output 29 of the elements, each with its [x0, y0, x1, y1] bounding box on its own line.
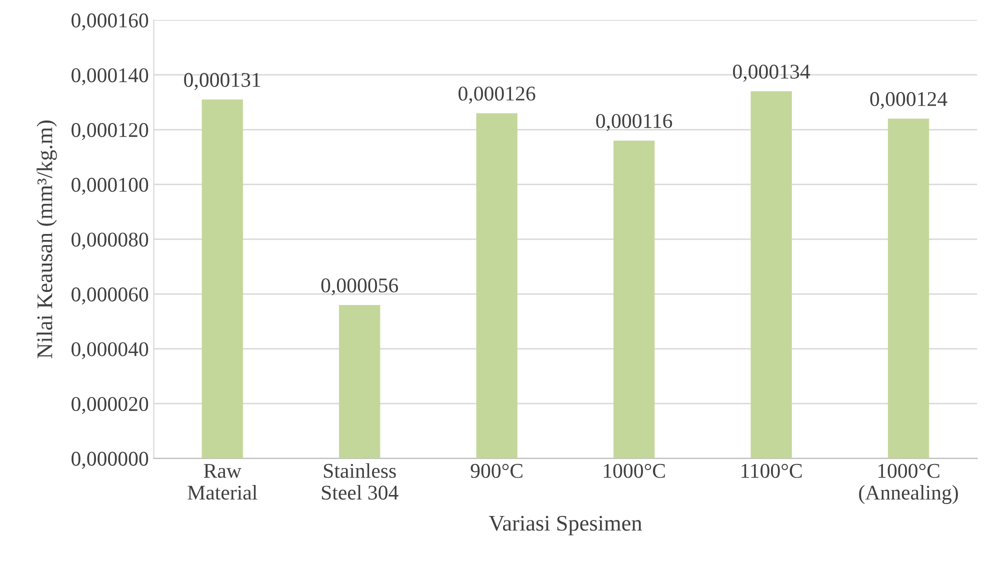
x-axis-title: Variasi Spesimen: [488, 516, 642, 536]
bar: [476, 113, 518, 458]
y-tick-label: 0,000080: [72, 232, 148, 250]
bar: [202, 100, 243, 458]
bar: [339, 304, 380, 458]
bar: [613, 140, 655, 458]
y-tick-label: 0,000020: [72, 396, 148, 414]
data-label: 0,000056: [321, 278, 398, 296]
data-label: 0,000116: [596, 114, 672, 132]
y-tick-label: 0,000100: [72, 178, 148, 195]
y-tick-label: 0,000000: [72, 452, 148, 469]
x-tick-label: 1000°C: [604, 464, 665, 478]
x-tick-label: 1000°C (Annealing): [859, 464, 958, 504]
bar: [750, 91, 792, 458]
y-tick-label: 0,000140: [72, 68, 148, 86]
y-tick-label: 0,000040: [72, 342, 148, 360]
bar: [888, 118, 930, 458]
y-tick-label: 0,000160: [72, 13, 148, 30]
x-tick-label: Stainless Steel 304: [322, 463, 398, 500]
y-tick-label: 0,000120: [72, 123, 148, 140]
data-label: 0,000124: [870, 92, 948, 110]
x-tick-label: 900°C: [470, 464, 522, 478]
data-label: 0,000131: [184, 72, 260, 90]
x-tick-label: 1100°C: [742, 464, 802, 478]
y-axis-title: Nilai Keausan (mm³/kg.m): [36, 120, 57, 358]
data-label: 0,000134: [733, 64, 810, 82]
data-label: 0,000126: [458, 86, 536, 104]
x-tick-label: Raw Material: [188, 464, 258, 500]
y-tick-label: 0,000060: [72, 287, 148, 304]
